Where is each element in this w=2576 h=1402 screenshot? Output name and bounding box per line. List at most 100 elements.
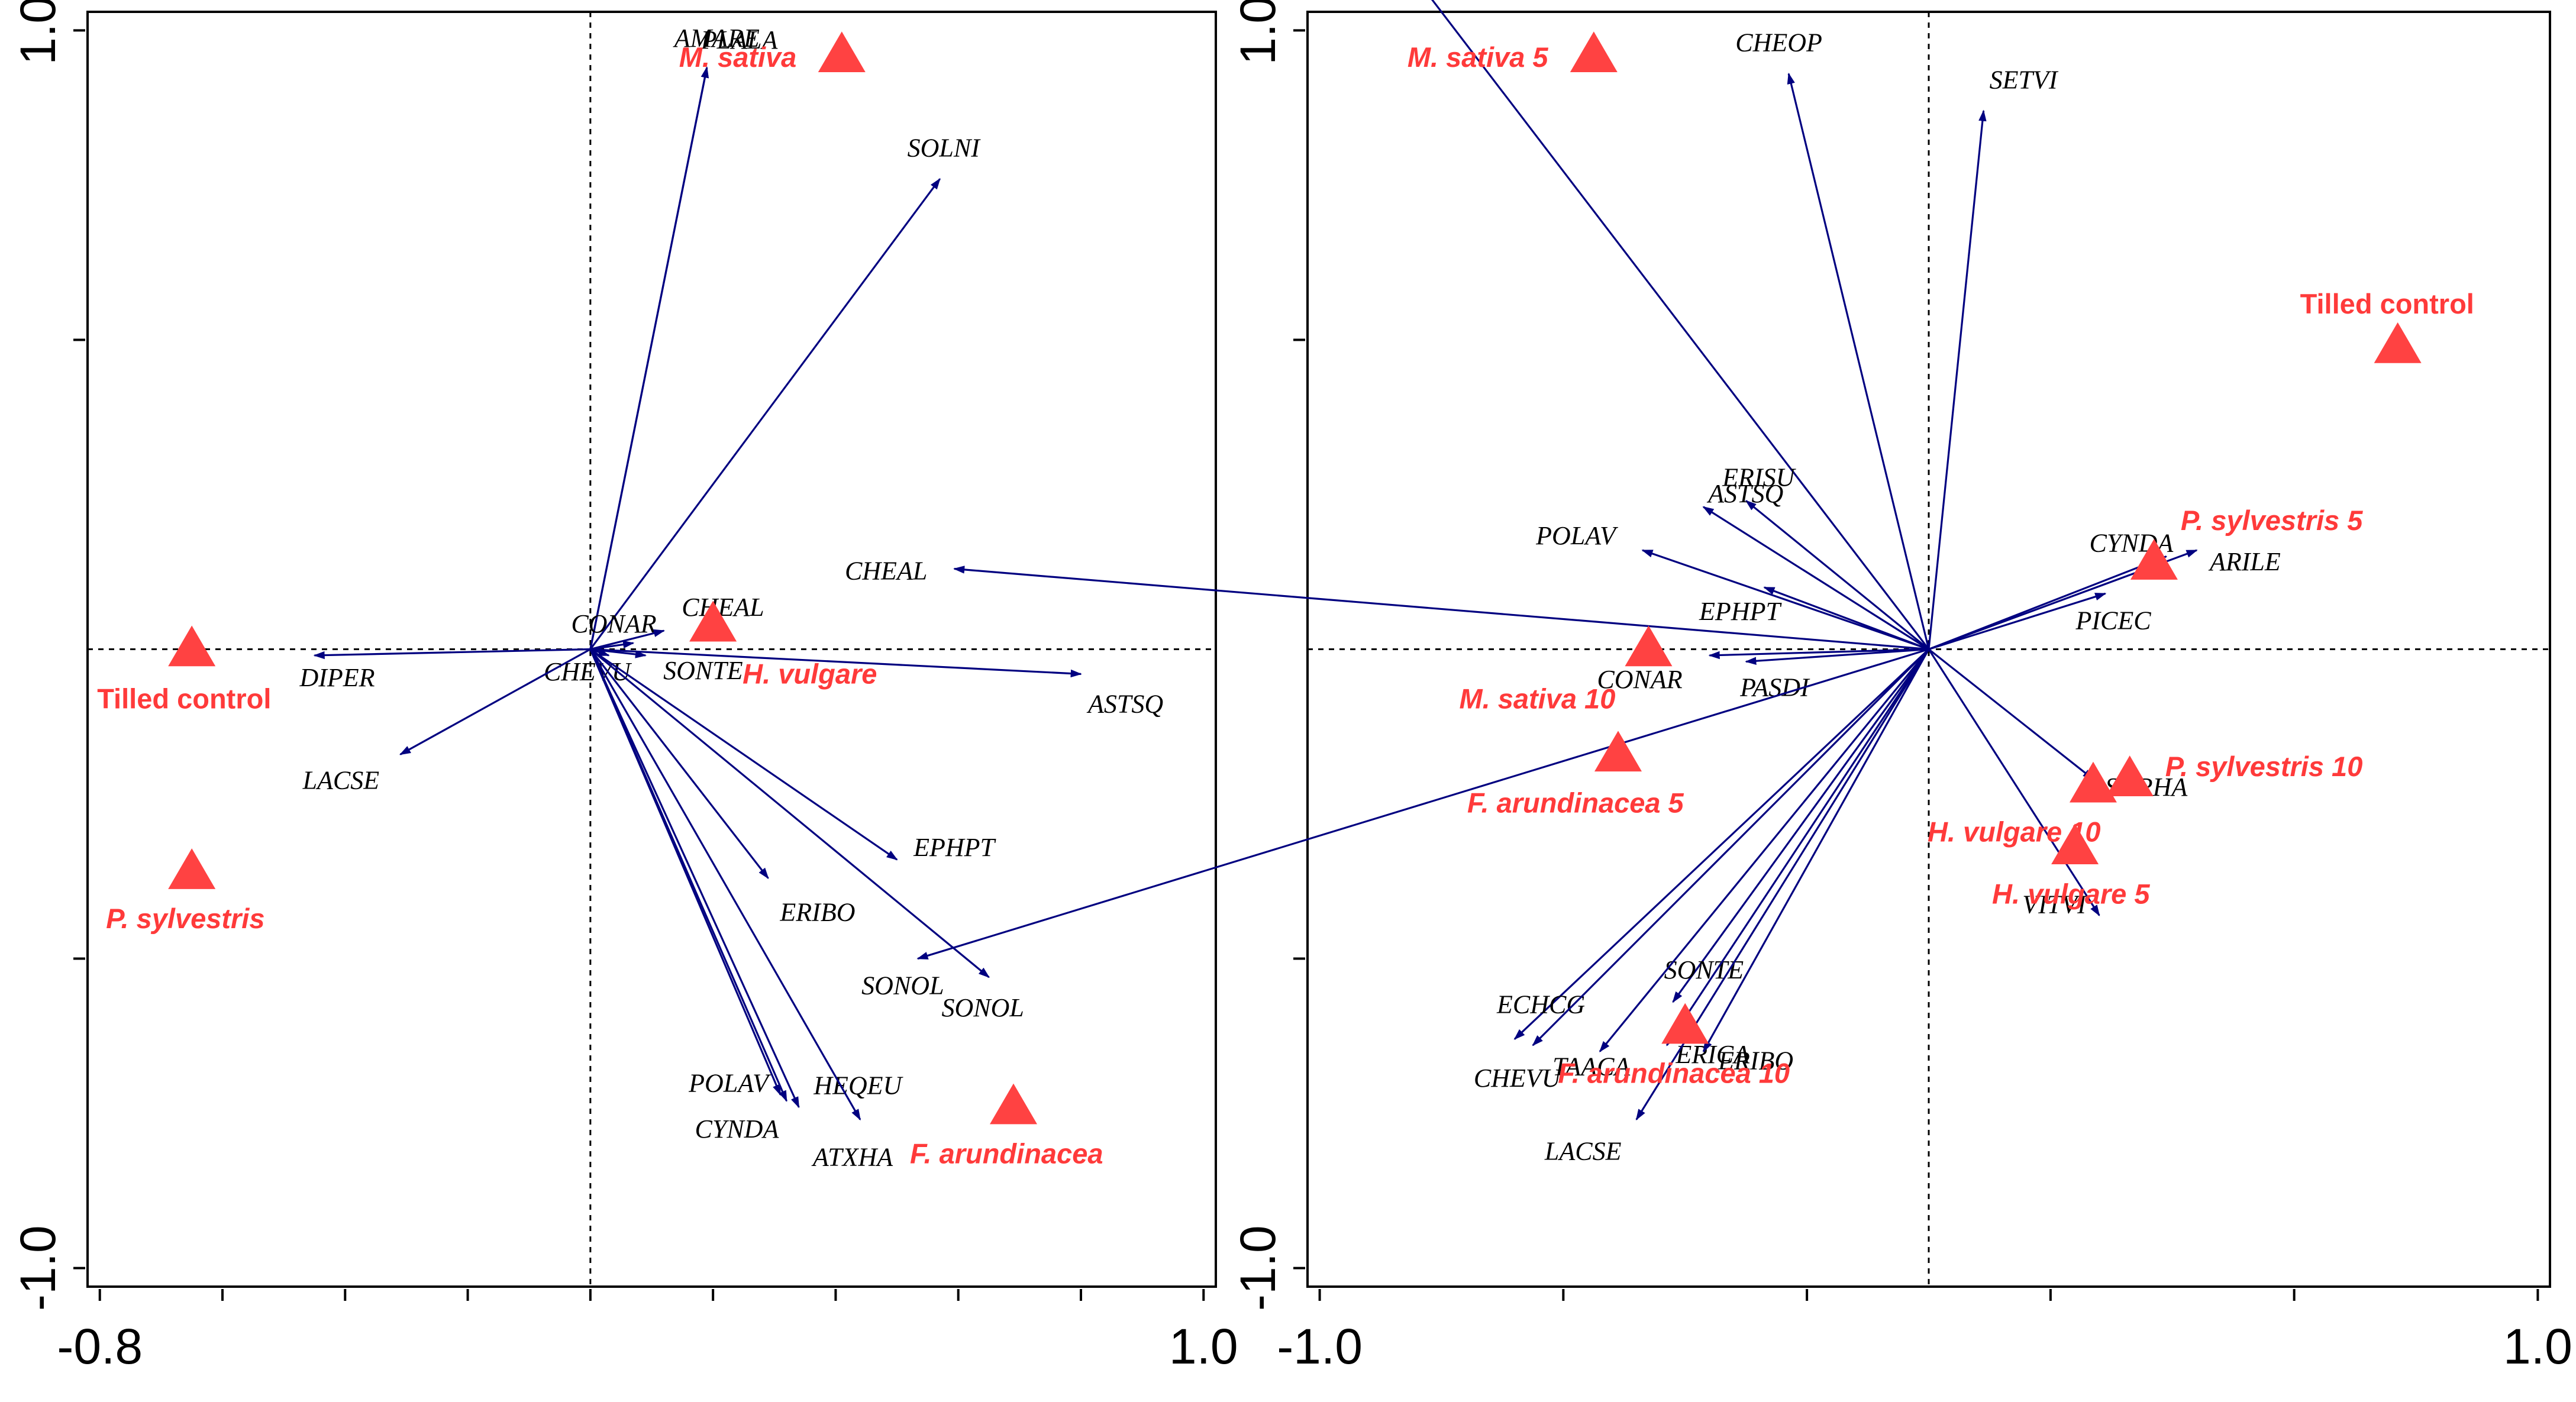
y-tick-label: -1.0 [1230,1225,1286,1311]
species-vector-vitvi [1928,648,2100,916]
species-label-chevu: CHEVU [1474,1064,1563,1093]
treatment-marker-f-arundinacea-10 [1661,1003,1709,1044]
species-label-vitvi: VITVI [2022,890,2087,919]
treatment-label-f-arundinacea-10: F. arundinacea 10 [1558,1058,1790,1089]
species-vector-lacse [399,648,591,755]
treatment-label-p-sylvestris-5: P. sylvestris 5 [2181,505,2363,536]
treatment-label-tilled-control: Tilled control [97,683,271,715]
species-label-ephpt: EPHPT [913,833,996,862]
treatment-marker-f-arundinacea-5 [1594,731,1642,772]
species-vector-astsq [1702,506,1929,650]
species-label-sonte: SONTE [663,656,743,685]
species-label-eribo: ERIBO [779,898,855,927]
species-label-conar: CONAR [571,609,656,638]
species-vector-cheal [590,629,666,651]
species-vector-taaca [1599,648,1930,1052]
species-label-amare: AMARE [673,24,760,53]
treatment-label-h-vulgare: H. vulgare [743,658,877,690]
right-biplot-panel: -1.01.01.0-1.0SOLNICHEOPSETVIERISUASTSQP… [845,0,2572,1374]
treatment-label-f-arundinacea-5: F. arundinacea 5 [1467,787,1684,818]
species-vector-atxha [589,648,861,1121]
treatment-label-p-sylvestris-10: P. sylvestris 10 [2165,751,2363,782]
species-label-atxha: ATXHA [811,1143,893,1172]
species-vector-cheal [953,566,1929,651]
species-label-polav: POLAV [688,1069,771,1098]
treatment-marker-m-sativa-5 [1570,31,1618,73]
species-label-lacse: LACSE [1544,1137,1622,1166]
species-label-pasdi: PASDI [1739,673,1810,702]
species-vector-polav [1641,549,1929,651]
treatment-marker-h-vulgare-5 [2051,823,2099,865]
species-label-conar: CONAR [1597,665,1682,694]
treatment-label-p-sylvestris: P. sylvestris [106,903,264,934]
y-tick-label: -1.0 [10,1225,66,1311]
treatment-marker-tilled-control [2374,322,2422,363]
species-vector-diper [313,648,590,660]
species-label-arile: ARILE [2208,547,2281,576]
treatment-label-m-sativa-5: M. sativa 5 [1408,41,1549,73]
treatment-marker-h-vulgare-10 [2069,761,2117,803]
species-vector-ephpt [1763,586,1929,650]
y-tick-label: 1.0 [10,0,66,65]
species-label-astsq: ASTSQ [1706,479,1783,508]
treatment-marker-m-sativa [818,31,866,73]
species-vector-sonol [916,648,1929,960]
species-vector-eribo [1702,648,1930,1053]
species-label-setvi: SETVI [1990,65,2059,94]
species-vector-eribo [589,648,769,880]
species-label-polav: POLAV [1535,521,1619,550]
species-vector-conar [1708,648,1929,660]
species-label-eribo: ERIBO [1718,1046,1793,1075]
treatment-label-f-arundinacea: F. arundinacea [910,1138,1103,1170]
treatment-marker-f-arundinacea [989,1083,1037,1125]
treatment-marker-p-sylvestris [168,848,216,889]
species-label-sonol: SONOL [942,993,1024,1022]
species-label-cheop: CHEOP [1735,28,1822,57]
species-label-solni: SOLNI [908,133,982,162]
species-label-diper: DIPER [299,663,375,692]
species-vector-cheop [1787,72,1930,650]
treatment-marker-m-sativa-10 [1625,625,1673,667]
species-vector-heqeu [589,648,800,1109]
species-vector-solni [1431,0,1930,650]
y-tick-label: 1.0 [1230,0,1286,65]
species-label-ephpt: EPHPT [1699,597,1782,626]
species-vector-ephpt [589,648,898,861]
species-vector-picec [1928,592,2107,651]
species-label-heqeu: HEQEU [813,1071,903,1100]
treatment-label-m-sativa: M. sativa [679,41,797,73]
species-label-cynda: CYNDA [695,1115,780,1143]
species-vector-astsq [590,648,1082,678]
species-label-cheal: CHEAL [682,593,764,622]
treatment-marker-tilled-control [168,625,216,667]
species-label-sonol: SONOL [861,971,944,1000]
species-vector-plala [589,66,709,650]
species-label-astsq: ASTSQ [1086,689,1163,718]
species-label-erica: ERICA [1675,1040,1750,1069]
species-vector-setvi [1928,109,1987,650]
species-vector-solni [589,177,941,650]
species-label-taaca: TAACA [1552,1052,1631,1081]
treatment-marker-p-sylvestris-5 [2130,539,2178,580]
species-vector-sonte [1672,648,1930,1003]
treatment-label-tilled-control: Tilled control [2300,288,2474,319]
species-vector-pasdi [1745,648,1929,665]
species-label-picec: PICEC [2075,606,2152,635]
treatment-marker-p-sylvestris-10 [2106,755,2154,796]
species-label-echcg: ECHCG [1496,990,1585,1019]
species-vector-erisu [1745,500,1930,650]
x-tick-label: 1.0 [1169,1319,1238,1374]
species-vector-echcg [1513,648,1930,1040]
treatment-marker-h-vulgare [689,600,737,642]
species-vector-sonol [589,648,990,978]
x-tick-label: -0.8 [57,1319,143,1374]
treatment-label-h-vulgare-5: H. vulgare 5 [1992,878,2150,909]
species-label-erisu: ERISU [1722,463,1796,492]
species-vector-chevu [1532,648,1930,1046]
treatment-label-m-sativa-10: M. sativa 10 [1459,683,1615,715]
x-tick-label: 1.0 [2503,1319,2572,1374]
species-label-lacse: LACSE [302,765,380,794]
x-tick-label: -1.0 [1277,1319,1363,1374]
